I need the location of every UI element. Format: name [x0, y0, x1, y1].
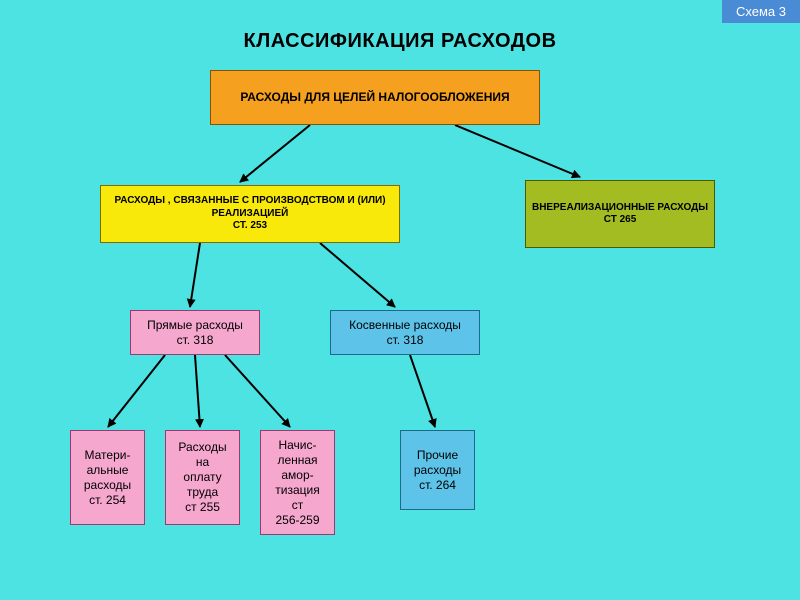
node-amort: Начис- ленная амор- тизация ст 256-259: [260, 430, 335, 535]
diagram-title-text: КЛАССИФИКАЦИЯ РАСХОДОВ: [243, 30, 556, 52]
node-prod-label: РАСХОДЫ , СВЯЗАННЫЕ С ПРОИЗВОДСТВОМ И (И…: [105, 195, 395, 233]
scheme-number-text: Схема 3: [736, 4, 786, 19]
node-mat: Матери- альные расходы ст. 254: [70, 430, 145, 525]
node-root-label: РАСХОДЫ ДЛЯ ЦЕЛЕЙ НАЛОГООБЛОЖЕНИЯ: [240, 90, 509, 105]
node-direct-label: Прямые расходы ст. 318: [147, 318, 243, 348]
node-mat-label: Матери- альные расходы ст. 254: [84, 448, 131, 508]
scheme-number-badge: Схема 3: [722, 0, 800, 23]
node-nonop: ВНЕРЕАЛИЗАЦИОННЫЕ РАСХОДЫ СТ 265: [525, 180, 715, 248]
node-prod: РАСХОДЫ , СВЯЗАННЫЕ С ПРОИЗВОДСТВОМ И (И…: [100, 185, 400, 243]
node-indir-label: Косвенные расходы ст. 318: [349, 318, 461, 348]
diagram-title: КЛАССИФИКАЦИЯ РАСХОДОВ: [0, 30, 800, 53]
node-nonop-label: ВНЕРЕАЛИЗАЦИОННЫЕ РАСХОДЫ СТ 265: [532, 202, 708, 227]
node-root: РАСХОДЫ ДЛЯ ЦЕЛЕЙ НАЛОГООБЛОЖЕНИЯ: [210, 70, 540, 125]
node-labor: Расходы на оплату труда ст 255: [165, 430, 240, 525]
node-indir: Косвенные расходы ст. 318: [330, 310, 480, 355]
node-other-label: Прочие расходы ст. 264: [414, 448, 461, 493]
node-direct: Прямые расходы ст. 318: [130, 310, 260, 355]
node-other: Прочие расходы ст. 264: [400, 430, 475, 510]
node-amort-label: Начис- ленная амор- тизация ст 256-259: [275, 438, 319, 528]
node-labor-label: Расходы на оплату труда ст 255: [178, 440, 226, 515]
